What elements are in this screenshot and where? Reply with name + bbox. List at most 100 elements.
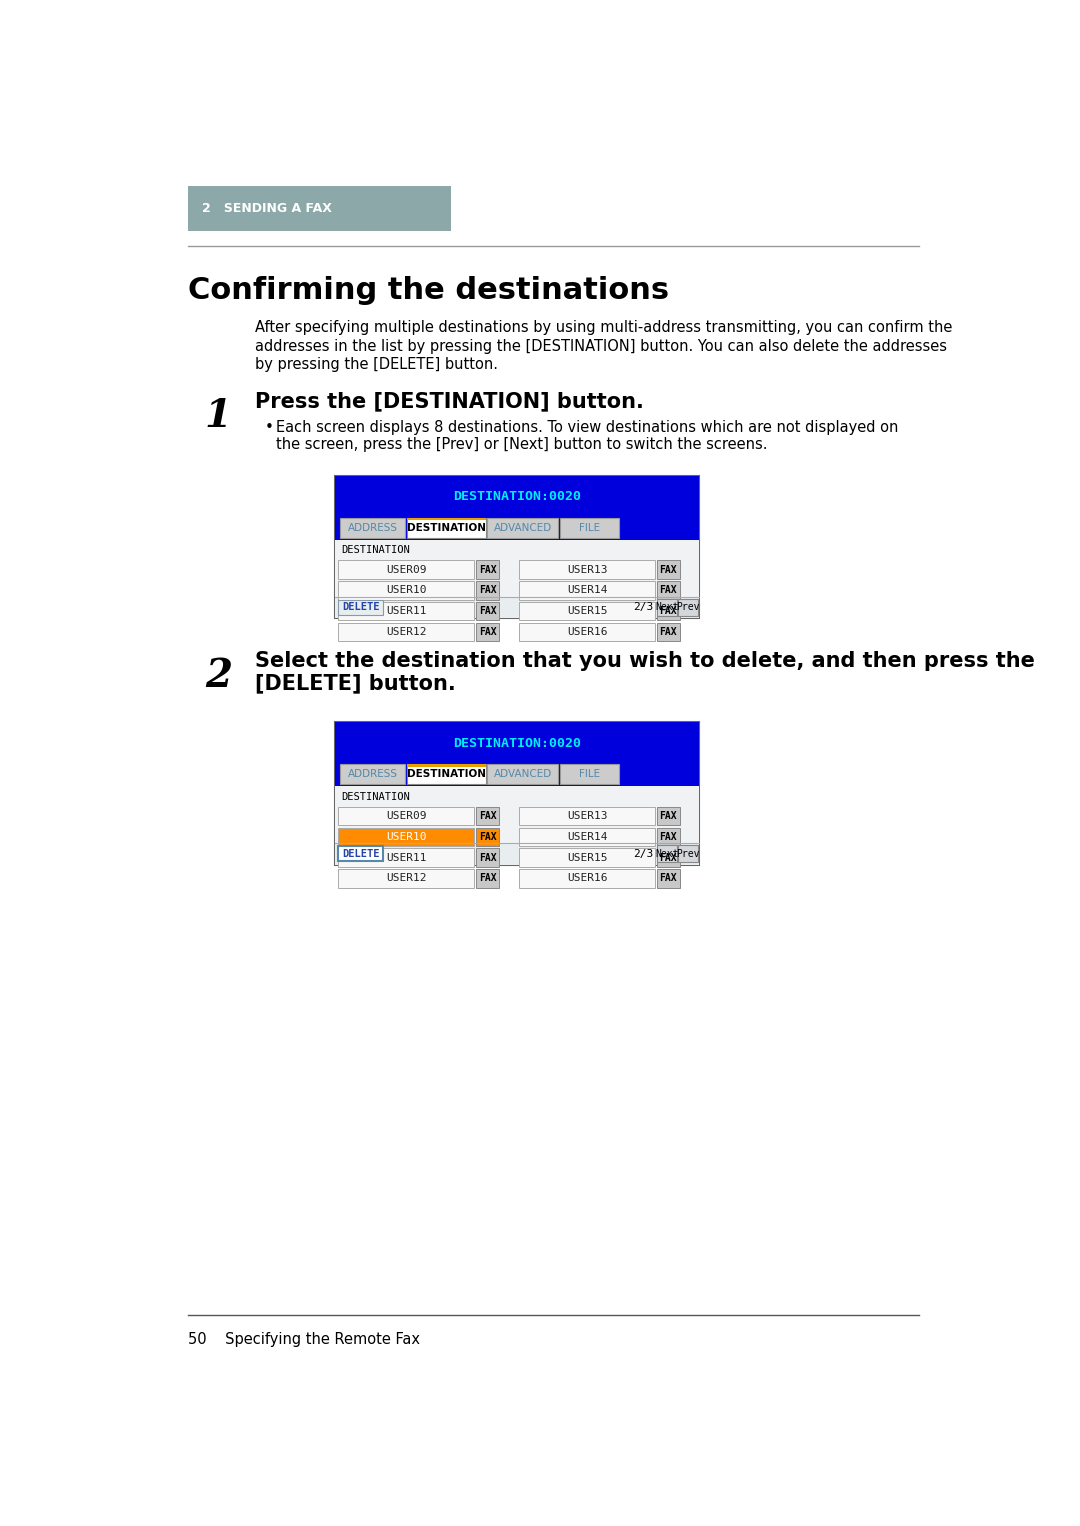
Text: Next: Next — [654, 848, 678, 859]
Text: FAX: FAX — [660, 832, 677, 842]
Bar — [407, 517, 486, 520]
Text: FAX: FAX — [478, 586, 497, 595]
Text: 2/3: 2/3 — [633, 848, 653, 859]
Text: USER11: USER11 — [386, 853, 427, 862]
Text: DESTINATION:0020: DESTINATION:0020 — [454, 490, 581, 504]
Bar — [476, 807, 499, 826]
Text: FAX: FAX — [660, 565, 677, 575]
Bar — [335, 476, 699, 618]
Text: DESTINATION: DESTINATION — [341, 545, 410, 555]
Text: Prev: Prev — [676, 848, 700, 859]
Bar — [338, 623, 474, 641]
Bar — [678, 845, 699, 862]
Text: Each screen displays 8 destinations. To view destinations which are not displaye: Each screen displays 8 destinations. To … — [276, 420, 899, 435]
Bar — [657, 827, 680, 845]
Bar — [407, 765, 486, 766]
Bar — [335, 722, 699, 765]
Text: USER12: USER12 — [386, 627, 427, 636]
Text: FAX: FAX — [660, 627, 677, 636]
Bar — [657, 623, 680, 641]
Bar — [657, 598, 677, 617]
Bar — [338, 827, 474, 845]
Text: After specifying multiple destinations by using multi-address transmitting, you : After specifying multiple destinations b… — [255, 320, 953, 336]
Bar — [476, 560, 499, 578]
Text: Press the [DESTINATION] button.: Press the [DESTINATION] button. — [255, 391, 644, 410]
Text: FAX: FAX — [660, 606, 677, 617]
Text: DESTINATION: DESTINATION — [407, 769, 486, 780]
Text: USER13: USER13 — [567, 565, 607, 575]
Text: FAX: FAX — [478, 627, 497, 636]
Bar — [407, 765, 486, 784]
Bar — [335, 842, 699, 865]
Bar — [338, 807, 474, 826]
Bar — [657, 848, 680, 867]
Bar — [518, 581, 656, 600]
Bar — [518, 870, 656, 888]
Text: by pressing the [DELETE] button.: by pressing the [DELETE] button. — [255, 357, 498, 372]
Bar — [657, 870, 680, 888]
Text: FAX: FAX — [478, 565, 497, 575]
Text: Select the destination that you wish to delete, and then press the: Select the destination that you wish to … — [255, 652, 1035, 671]
Bar — [407, 517, 486, 539]
Bar — [476, 827, 499, 845]
Text: •: • — [266, 420, 274, 435]
Text: Confirming the destinations: Confirming the destinations — [188, 276, 669, 305]
Bar — [518, 601, 656, 621]
Text: FAX: FAX — [660, 873, 677, 884]
Bar — [335, 722, 699, 865]
Bar — [559, 765, 619, 784]
Text: 50    Specifying the Remote Fax: 50 Specifying the Remote Fax — [188, 1332, 420, 1347]
Text: USER15: USER15 — [567, 853, 607, 862]
Bar — [657, 601, 680, 621]
Bar — [518, 848, 656, 867]
Bar — [657, 845, 677, 862]
Text: 2: 2 — [205, 658, 232, 696]
Text: FAX: FAX — [478, 810, 497, 821]
Text: USER13: USER13 — [567, 810, 607, 821]
Text: Next: Next — [654, 603, 678, 612]
Text: 2   SENDING A FAX: 2 SENDING A FAX — [202, 201, 332, 215]
Bar — [657, 807, 680, 826]
Bar — [335, 476, 699, 517]
Bar — [338, 560, 474, 578]
Text: DELETE: DELETE — [341, 848, 379, 859]
Bar — [657, 581, 680, 600]
Bar — [476, 581, 499, 600]
Bar — [338, 581, 474, 600]
Bar — [476, 623, 499, 641]
Text: FILE: FILE — [579, 769, 599, 780]
Text: USER16: USER16 — [567, 627, 607, 636]
Text: 1: 1 — [205, 397, 232, 435]
Text: FAX: FAX — [478, 853, 497, 862]
Bar — [487, 517, 558, 539]
Bar — [518, 827, 656, 845]
Text: [DELETE] button.: [DELETE] button. — [255, 673, 456, 693]
Text: FAX: FAX — [478, 873, 497, 884]
Text: FAX: FAX — [478, 832, 497, 842]
Bar — [487, 765, 558, 784]
Text: USER10: USER10 — [386, 832, 427, 842]
Bar — [518, 623, 656, 641]
Bar — [518, 807, 656, 826]
Text: USER15: USER15 — [567, 606, 607, 617]
Text: the screen, press the [Prev] or [Next] button to switch the screens.: the screen, press the [Prev] or [Next] b… — [276, 438, 768, 452]
Text: DESTINATION:0020: DESTINATION:0020 — [454, 737, 581, 749]
Text: USER10: USER10 — [386, 586, 427, 595]
Text: USER11: USER11 — [386, 606, 427, 617]
Text: FAX: FAX — [660, 810, 677, 821]
Text: DESTINATION: DESTINATION — [341, 792, 410, 801]
Bar — [188, 186, 451, 230]
Bar — [335, 517, 699, 540]
Text: FAX: FAX — [660, 853, 677, 862]
Bar — [476, 601, 499, 621]
Text: DELETE: DELETE — [341, 603, 379, 612]
Bar — [476, 848, 499, 867]
Bar — [678, 598, 699, 617]
Text: FAX: FAX — [660, 586, 677, 595]
Bar — [339, 517, 405, 539]
Text: addresses in the list by pressing the [DESTINATION] button. You can also delete : addresses in the list by pressing the [D… — [255, 339, 947, 354]
Text: USER12: USER12 — [386, 873, 427, 884]
Bar — [335, 597, 699, 618]
Bar — [338, 601, 474, 621]
Bar — [335, 765, 699, 786]
